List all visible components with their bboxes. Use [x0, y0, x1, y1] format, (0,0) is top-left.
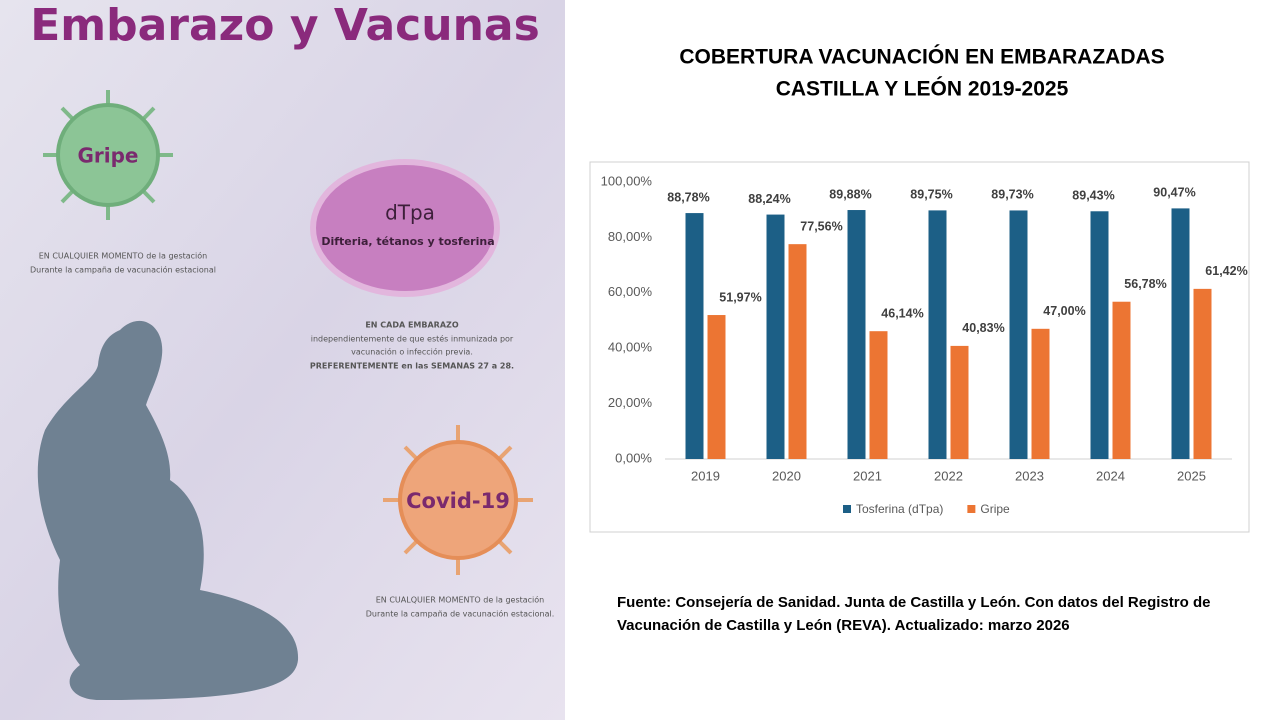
poster-title: Embarazo y Vacunas [30, 0, 540, 51]
y-tick-label: 40,00% [608, 340, 653, 355]
value-label: 88,24% [748, 192, 790, 206]
poster: Embarazo y Vacunas Gripe EN CUALQUIER MO… [0, 0, 565, 720]
flu-note: EN CUALQUIER MOMENTO de la gestación [39, 251, 208, 261]
legend-swatch [967, 505, 976, 513]
y-tick-label: 80,00% [608, 229, 653, 244]
covid-note: Durante la campaña de vacunación estacio… [366, 609, 554, 619]
y-tick-label: 100,00% [601, 173, 653, 188]
flu-note: Durante la campaña de vacunación estacio… [30, 265, 216, 275]
value-label: 51,97% [719, 290, 761, 304]
dtpa-note: vacunación o infección previa. [351, 347, 473, 357]
value-label: 89,73% [991, 188, 1033, 202]
covid-note: EN CUALQUIER MOMENTO de la gestación [376, 595, 545, 605]
covid-label: Covid-19 [406, 489, 510, 513]
x-tick-label: 2025 [1177, 468, 1206, 483]
x-tick-label: 2022 [934, 468, 963, 483]
pregnant-silhouette [37, 320, 299, 700]
bar [869, 331, 888, 459]
chart-title: CASTILLA Y LEÓN 2019-2025 [776, 77, 1069, 101]
value-label: 88,78% [667, 190, 709, 204]
value-label: 89,88% [829, 187, 871, 201]
bar [950, 345, 969, 459]
dtpa-note: PREFERENTEMENTE en las SEMANAS 27 a 28. [310, 362, 514, 371]
bar [1193, 288, 1212, 459]
value-label: 90,47% [1153, 186, 1195, 200]
legend-swatch [843, 505, 851, 513]
value-label: 47,00% [1043, 304, 1085, 318]
bar [1171, 208, 1190, 459]
x-tick-label: 2024 [1096, 468, 1125, 483]
bar [1009, 210, 1028, 459]
y-tick-label: 0,00% [615, 450, 652, 465]
x-tick-label: 2020 [772, 468, 801, 483]
x-tick-label: 2019 [691, 468, 720, 483]
bar [707, 315, 726, 459]
dtpa-label: dTpa [385, 201, 435, 225]
dtpa-note: independientemente de que estés inmuniza… [311, 334, 514, 344]
value-label: 40,83% [962, 321, 1004, 335]
source-note: Vacunación de Castilla y León (REVA). Ac… [617, 617, 1070, 634]
source-note: Fuente: Consejería de Sanidad. Junta de … [617, 594, 1210, 611]
x-tick-label: 2023 [1015, 468, 1044, 483]
value-label: 46,14% [881, 306, 923, 320]
dtpa-full: Difteria, tétanos y tosferina [321, 235, 494, 248]
bar [1112, 301, 1131, 459]
bar [766, 214, 785, 459]
dtpa-note: EN CADA EMBARAZO [365, 321, 458, 330]
bar [1090, 211, 1109, 459]
y-tick-label: 60,00% [608, 284, 653, 299]
flu-label: Gripe [77, 144, 138, 168]
bar [847, 210, 866, 459]
bar [928, 210, 947, 459]
value-label: 56,78% [1124, 277, 1166, 291]
bar [685, 213, 704, 459]
plot: 0,00% 20,00% 40,00% 60,00% 80,00% 100,00% 2019… [601, 173, 1248, 516]
covid-virus [383, 425, 533, 575]
value-label: 89,75% [910, 188, 952, 202]
chart-title: COBERTURA VACUNACIÓN EN EMBARAZADAS [679, 45, 1164, 69]
bar [788, 244, 807, 459]
value-label: 89,43% [1072, 189, 1114, 203]
value-label: 77,56% [800, 219, 842, 233]
x-tick-label: 2021 [853, 468, 882, 483]
legend-label: Gripe [980, 502, 1010, 516]
flu-virus [43, 90, 173, 220]
bar [1031, 328, 1050, 459]
value-label: 61,42% [1205, 264, 1247, 278]
legend-label: Tosferina (dTpa) [856, 502, 943, 516]
dtpa-bacterium [310, 159, 500, 297]
y-tick-label: 20,00% [608, 395, 653, 410]
